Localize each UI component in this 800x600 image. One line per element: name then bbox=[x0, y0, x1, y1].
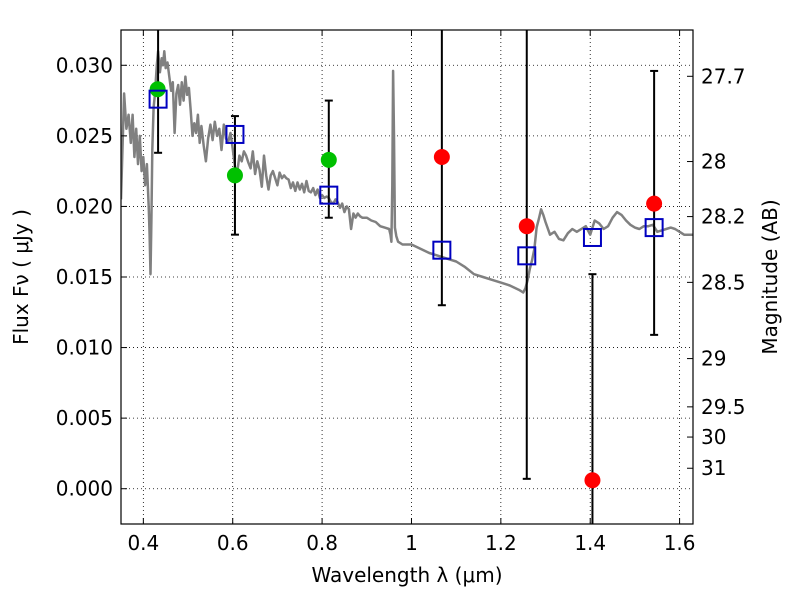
data-point bbox=[433, 149, 450, 166]
model-square bbox=[432, 240, 452, 260]
mag-tick-label: 28.5 bbox=[701, 270, 746, 294]
y-tick-label: 0.010 bbox=[56, 336, 113, 360]
mag-tick-label: 29.5 bbox=[701, 395, 746, 419]
model-square bbox=[582, 227, 602, 247]
grid bbox=[121, 30, 693, 524]
data-point bbox=[149, 81, 166, 98]
mag-tick-label: 28.2 bbox=[701, 205, 746, 229]
y-tick-label: 0.015 bbox=[56, 265, 113, 289]
x-axis-label: Wavelength λ (μm) bbox=[311, 563, 502, 587]
y-tick-label: 0.025 bbox=[56, 124, 113, 148]
data-point bbox=[646, 195, 663, 212]
model-square bbox=[644, 218, 664, 238]
mag-tick-label: 28 bbox=[701, 150, 726, 174]
mag-tick-label: 27.7 bbox=[701, 64, 746, 88]
data-point bbox=[226, 167, 243, 184]
x-tick-label: 0.8 bbox=[306, 531, 338, 555]
data-point bbox=[518, 218, 535, 235]
axes-ticks: 0.4 0.6 0.8 1 1.2 1.4 1.6 0.000 0.005 0.010 0.015 0… bbox=[56, 30, 746, 555]
mag-tick-label: 30 bbox=[701, 425, 726, 449]
plot-frame bbox=[120, 29, 694, 525]
data-point bbox=[584, 472, 601, 489]
x-tick-label: 1 bbox=[405, 531, 418, 555]
mag-tick-label: 31 bbox=[701, 456, 726, 480]
x-tick-label: 1.2 bbox=[485, 531, 517, 555]
y-tick-label: 0.030 bbox=[56, 53, 113, 77]
x-tick-label: 1.4 bbox=[574, 531, 606, 555]
model-square bbox=[517, 246, 537, 266]
x-tick-label: 0.6 bbox=[217, 531, 249, 555]
right-axis-label: Magnitude (AB) bbox=[758, 199, 782, 354]
mag-tick-label: 29 bbox=[701, 347, 726, 371]
y-tick-label: 0.000 bbox=[56, 477, 113, 501]
x-tick-label: 1.6 bbox=[664, 531, 696, 555]
y-tick-label: 0.005 bbox=[56, 406, 113, 430]
model-square bbox=[319, 185, 339, 205]
spectrum-line bbox=[121, 49, 693, 294]
x-tick-label: 0.4 bbox=[127, 531, 159, 555]
y-tick-label: 0.020 bbox=[56, 194, 113, 218]
model-square bbox=[148, 89, 168, 109]
plot-area bbox=[121, 30, 693, 524]
data-point bbox=[320, 151, 337, 168]
y-axis-label: Flux Fν ( μJy ) bbox=[9, 209, 33, 345]
model-square bbox=[225, 124, 245, 144]
